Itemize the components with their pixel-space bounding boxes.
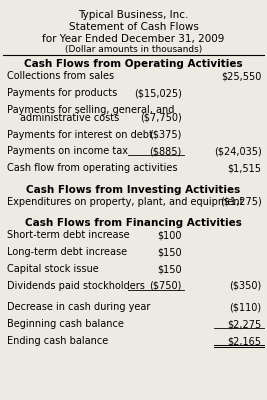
Text: Cash Flows from Investing Activities: Cash Flows from Investing Activities — [26, 185, 241, 195]
Text: Expenditures on property, plant, and equipment: Expenditures on property, plant, and equ… — [7, 197, 243, 207]
Text: ($24,035): ($24,035) — [214, 146, 262, 156]
Text: Statement of Cash Flows: Statement of Cash Flows — [69, 22, 198, 32]
Text: $2,275: $2,275 — [227, 319, 262, 329]
Text: ($750): ($750) — [149, 281, 182, 291]
Text: ($375): ($375) — [149, 130, 182, 140]
Text: ($7,750): ($7,750) — [140, 113, 182, 123]
Text: ($1,275): ($1,275) — [220, 197, 262, 207]
Text: Payments for products: Payments for products — [7, 88, 117, 98]
Text: Capital stock issue: Capital stock issue — [7, 264, 99, 274]
Text: Dividends paid stockholders: Dividends paid stockholders — [7, 281, 144, 291]
Text: Long-term debt increase: Long-term debt increase — [7, 247, 127, 257]
Text: $2,165: $2,165 — [228, 336, 262, 346]
Text: ($110): ($110) — [230, 302, 262, 312]
Text: Typical Business, Inc.: Typical Business, Inc. — [78, 10, 189, 20]
Text: administrative costs: administrative costs — [20, 113, 119, 123]
Text: Cash Flows from Operating Activities: Cash Flows from Operating Activities — [24, 59, 243, 69]
Text: $150: $150 — [157, 247, 182, 257]
Text: Decrease in cash during year: Decrease in cash during year — [7, 302, 150, 312]
Text: Collections from sales: Collections from sales — [7, 71, 114, 81]
Text: Payments for selling, general, and: Payments for selling, general, and — [7, 105, 174, 115]
Text: Payments for interest on debt: Payments for interest on debt — [7, 130, 152, 140]
Text: (Dollar amounts in thousands): (Dollar amounts in thousands) — [65, 45, 202, 54]
Text: for Year Ended December 31, 2009: for Year Ended December 31, 2009 — [42, 34, 225, 44]
Text: Payments on income tax: Payments on income tax — [7, 146, 128, 156]
Text: Beginning cash balance: Beginning cash balance — [7, 319, 124, 329]
Text: ($15,025): ($15,025) — [134, 88, 182, 98]
Text: Short-term debt increase: Short-term debt increase — [7, 230, 129, 240]
Text: $100: $100 — [157, 230, 182, 240]
Text: $1,515: $1,515 — [228, 163, 262, 173]
Text: Cash Flows from Financing Activities: Cash Flows from Financing Activities — [25, 218, 242, 228]
Text: Cash flow from operating activities: Cash flow from operating activities — [7, 163, 177, 173]
Text: $25,550: $25,550 — [221, 71, 262, 81]
Text: $150: $150 — [157, 264, 182, 274]
Text: Ending cash balance: Ending cash balance — [7, 336, 108, 346]
Text: ($885): ($885) — [149, 146, 182, 156]
Text: ($350): ($350) — [229, 281, 262, 291]
